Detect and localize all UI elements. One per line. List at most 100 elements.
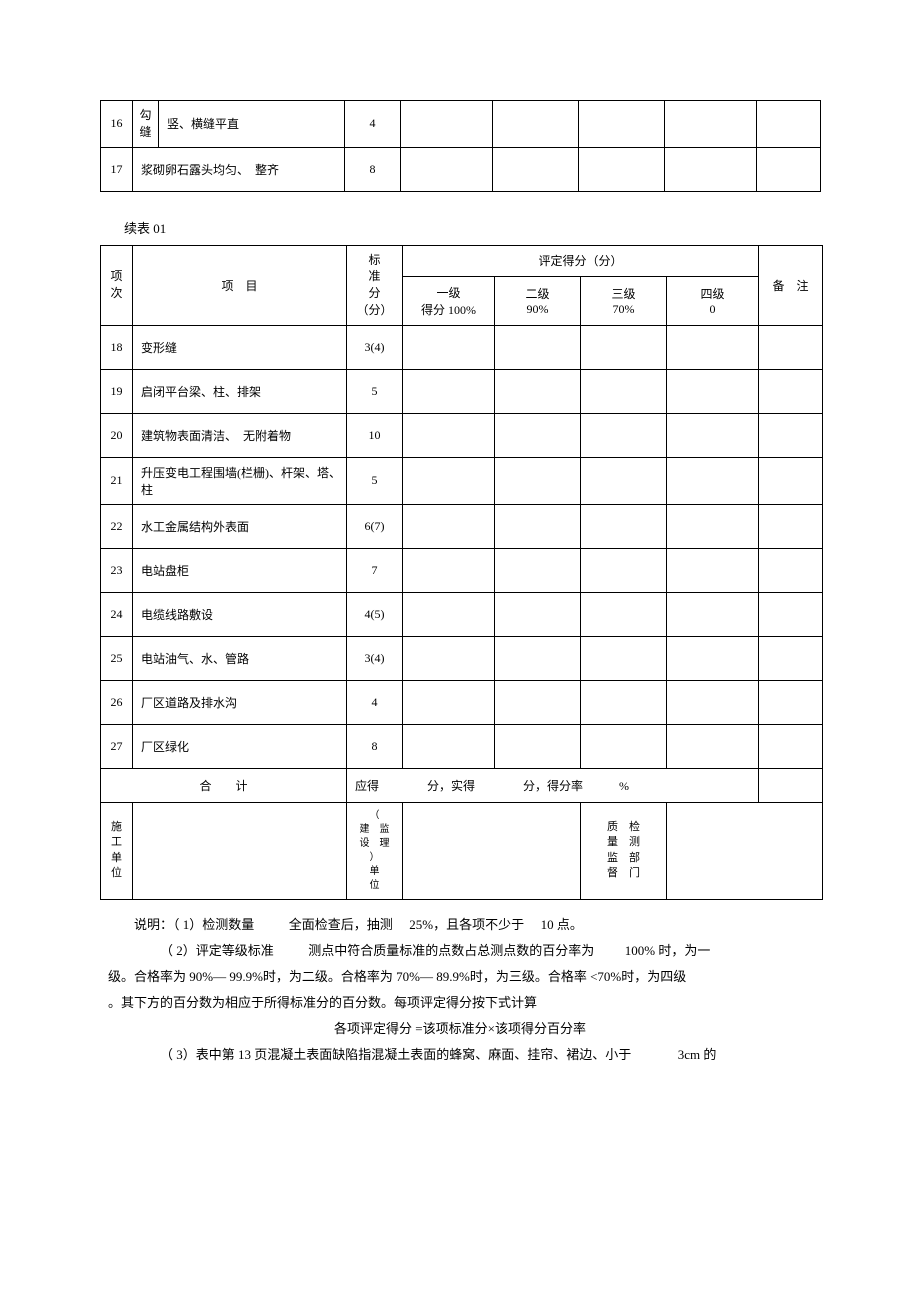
row-no: 24 <box>101 592 133 636</box>
cell-lv4 <box>667 548 759 592</box>
cell-lv3 <box>581 592 667 636</box>
row-std: 4 <box>347 680 403 724</box>
table-row: 23 电站盘柜 7 <box>101 548 823 592</box>
total-row: 合 计 应得 分，实得 分，得分率 % <box>101 768 823 802</box>
cell-lv2 <box>495 724 581 768</box>
table-row: 20 建筑物表面清洁、 无附着物 10 <box>101 413 823 457</box>
cell-lv2 <box>495 636 581 680</box>
table-row: 24 电缆线路敷设 4(5) <box>101 592 823 636</box>
cell-lv2 <box>493 101 579 148</box>
cell-lv4 <box>667 413 759 457</box>
row-no: 20 <box>101 413 133 457</box>
cell-note <box>759 504 823 548</box>
cell-lv3 <box>581 325 667 369</box>
row-std: 7 <box>347 548 403 592</box>
col-lv1: 一级 得分 100% <box>403 276 495 325</box>
total-label: 合 计 <box>101 768 347 802</box>
cell-lv1 <box>401 101 493 148</box>
total-text: 应得 分，实得 分，得分率 % <box>347 768 759 802</box>
continuation-label: 续表 01 <box>124 218 820 237</box>
cell-lv1 <box>403 504 495 548</box>
cell-lv3 <box>579 101 665 148</box>
sig-quality-dept: 质 检 量 测 监 部 督 门 <box>581 802 667 899</box>
cell-lv3 <box>581 413 667 457</box>
row-item: 水工金属结构外表面 <box>133 504 347 548</box>
row-std: 5 <box>347 457 403 504</box>
row-std: 4 <box>345 101 401 148</box>
table-row: 22 水工金属结构外表面 6(7) <box>101 504 823 548</box>
evaluation-table-part2: 项 次 项 目 标 准 分 （分） 评定得分（分） 备 注 一级 得分 100%… <box>100 245 823 900</box>
cell-note <box>759 413 823 457</box>
cell-lv2 <box>495 592 581 636</box>
cell-lv1 <box>403 680 495 724</box>
col-lv3: 三级 70% <box>581 276 667 325</box>
row-std: 6(7) <box>347 504 403 548</box>
row-std: 5 <box>347 369 403 413</box>
cell-note <box>757 101 821 148</box>
row-no: 18 <box>101 325 133 369</box>
row-no: 19 <box>101 369 133 413</box>
row-item: 竖、横缝平直 <box>159 101 345 148</box>
row-std: 8 <box>345 147 401 191</box>
table-row: 21 升压变电工程围墙(栏栅)、杆架、塔、柱 5 <box>101 457 823 504</box>
cell-note <box>759 325 823 369</box>
row-std: 8 <box>347 724 403 768</box>
row-no: 27 <box>101 724 133 768</box>
row-std: 4(5) <box>347 592 403 636</box>
note-3: （ 3）表中第 13 页混凝土表面缺陷指混凝土表面的蜂窝、麻面、挂帘、裙边、小于… <box>108 1042 812 1068</box>
row-item: 厂区道路及排水沟 <box>133 680 347 724</box>
sig-blank-2 <box>403 802 581 899</box>
row-no: 26 <box>101 680 133 724</box>
cell-note <box>759 548 823 592</box>
note-1: 说明：（ 1）检测数量 全面检查后，抽测 25%，且各项不少于 10 点。 <box>108 912 812 938</box>
cell-lv3 <box>581 724 667 768</box>
cell-lv1 <box>401 147 493 191</box>
col-no: 项 次 <box>101 245 133 325</box>
cell-lv2 <box>495 548 581 592</box>
cell-note <box>759 369 823 413</box>
cell-lv4 <box>667 592 759 636</box>
table-row: 27 厂区绿化 8 <box>101 724 823 768</box>
table-row: 17 浆砌卵石露头均匀、 整齐 8 <box>101 147 821 191</box>
cell-note <box>759 680 823 724</box>
row-item: 启闭平台梁、柱、排架 <box>133 369 347 413</box>
cell-lv3 <box>581 504 667 548</box>
cell-lv1 <box>403 592 495 636</box>
cell-note <box>759 592 823 636</box>
evaluation-table-part1: 16 勾 缝 竖、横缝平直 4 17 浆砌卵石露头均匀、 整齐 8 <box>100 100 821 192</box>
cell-lv1 <box>403 369 495 413</box>
cell-lv3 <box>581 457 667 504</box>
cell-lv2 <box>495 504 581 548</box>
row-item: 变形缝 <box>133 325 347 369</box>
col-note: 备 注 <box>759 245 823 325</box>
cell-lv4 <box>667 457 759 504</box>
header-row-1: 项 次 项 目 标 准 分 （分） 评定得分（分） 备 注 <box>101 245 823 276</box>
cell-lv1 <box>403 724 495 768</box>
row-no: 23 <box>101 548 133 592</box>
row-item: 浆砌卵石露头均匀、 整齐 <box>133 147 345 191</box>
sig-construction-unit: 施 工 单 位 <box>101 802 133 899</box>
col-lv4: 四级 0 <box>667 276 759 325</box>
cell-lv3 <box>581 548 667 592</box>
row-no: 21 <box>101 457 133 504</box>
sig-supervision-unit: （ 建 监 设 理 ） 单 位 <box>347 802 403 899</box>
cell-lv2 <box>493 147 579 191</box>
signature-row: 施 工 单 位 （ 建 监 设 理 ） 单 位 质 检 量 测 监 部 督 门 <box>101 802 823 899</box>
cell-lv1 <box>403 413 495 457</box>
row-item: 电站油气、水、管路 <box>133 636 347 680</box>
row-no: 25 <box>101 636 133 680</box>
cell-lv1 <box>403 457 495 504</box>
col-std: 标 准 分 （分） <box>347 245 403 325</box>
col-lv2: 二级 90% <box>495 276 581 325</box>
cell-lv4 <box>667 504 759 548</box>
note-2b: 级。合格率为 90%— 99.9%时，为二级。合格率为 70%— 89.9%时，… <box>108 964 812 990</box>
row-item: 电站盘柜 <box>133 548 347 592</box>
cell-lv3 <box>579 147 665 191</box>
row-no: 17 <box>101 147 133 191</box>
sig-blank-1 <box>133 802 347 899</box>
table-row: 18 变形缝 3(4) <box>101 325 823 369</box>
row-item: 电缆线路敷设 <box>133 592 347 636</box>
row-item: 升压变电工程围墙(栏栅)、杆架、塔、柱 <box>133 457 347 504</box>
table-row: 16 勾 缝 竖、横缝平直 4 <box>101 101 821 148</box>
cell-note <box>757 147 821 191</box>
